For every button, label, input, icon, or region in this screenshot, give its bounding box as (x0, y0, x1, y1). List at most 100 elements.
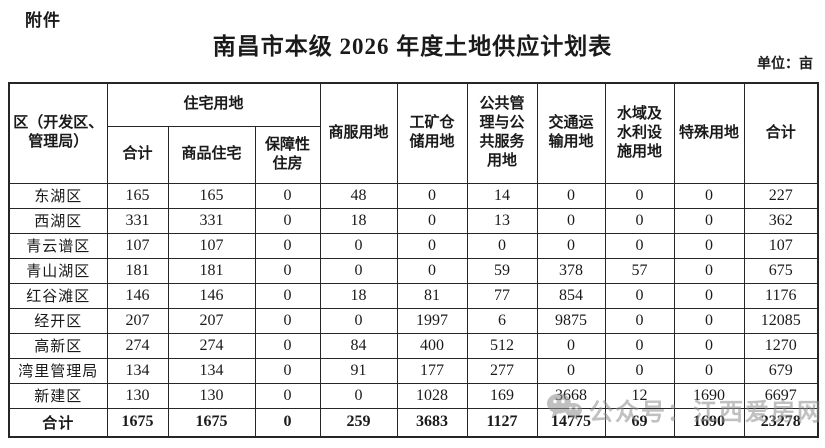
table-row: 红谷滩区 146 146 0 18 81 77 854 0 0 1176 (8, 282, 819, 309)
value-cell: 169 (466, 382, 538, 409)
value-cell: 1690 (673, 382, 745, 409)
value-cell: 181 (106, 257, 169, 284)
value-cell: 0 (673, 332, 745, 359)
value-cell: 0 (254, 207, 321, 234)
value-cell: 0 (673, 357, 745, 384)
value-cell: 0 (319, 382, 398, 409)
region-cell: 新建区 (8, 382, 108, 409)
region-cell: 东湖区 (8, 182, 108, 209)
value-cell: 57 (604, 257, 675, 284)
value-cell: 207 (167, 307, 256, 334)
value-cell: 675 (743, 257, 819, 284)
value-cell: 165 (106, 182, 169, 209)
value-cell: 362 (743, 207, 819, 234)
value-cell: 400 (396, 332, 468, 359)
value-cell: 259 (319, 407, 398, 438)
value-cell: 9875 (536, 307, 606, 334)
value-cell: 0 (396, 257, 468, 284)
value-cell: 130 (106, 382, 169, 409)
table-row: 经开区 207 207 0 0 1997 6 9875 0 0 12085 (8, 307, 819, 334)
value-cell: 331 (167, 207, 256, 234)
value-cell: 227 (743, 182, 819, 209)
value-cell: 84 (319, 332, 398, 359)
header-residential-total: 合计 (106, 125, 169, 184)
value-cell: 14 (466, 182, 538, 209)
value-cell: 91 (319, 357, 398, 384)
value-cell: 0 (254, 307, 321, 334)
value-cell: 14775 (536, 407, 606, 438)
value-cell: 1028 (396, 382, 468, 409)
value-cell: 165 (167, 182, 256, 209)
value-cell: 854 (536, 282, 606, 309)
value-cell: 0 (396, 182, 468, 209)
value-cell: 3683 (396, 407, 468, 438)
value-cell: 134 (106, 357, 169, 384)
header-industrial: 工矿仓 储用地 (396, 82, 468, 184)
value-cell: 1270 (743, 332, 819, 359)
value-cell: 0 (319, 232, 398, 259)
value-cell: 81 (396, 282, 468, 309)
value-cell: 48 (319, 182, 398, 209)
region-cell: 红谷滩区 (8, 282, 108, 309)
value-cell: 181 (167, 257, 256, 284)
value-cell: 0 (673, 207, 745, 234)
value-cell: 0 (254, 382, 321, 409)
value-cell: 0 (536, 182, 606, 209)
value-cell: 18 (319, 282, 398, 309)
header-commercial: 商服用地 (319, 82, 398, 184)
value-cell: 107 (743, 232, 819, 259)
value-cell: 378 (536, 257, 606, 284)
value-cell: 1675 (106, 407, 169, 438)
table-row: 青山湖区 181 181 0 0 0 59 378 57 0 675 (8, 257, 819, 284)
region-cell: 高新区 (8, 332, 108, 359)
value-cell: 0 (604, 207, 675, 234)
value-cell: 107 (106, 232, 169, 259)
value-cell: 12085 (743, 307, 819, 334)
value-cell: 0 (604, 332, 675, 359)
value-cell: 130 (167, 382, 256, 409)
value-cell: 207 (106, 307, 169, 334)
value-cell: 1176 (743, 282, 819, 309)
value-cell: 0 (604, 357, 675, 384)
value-cell: 59 (466, 257, 538, 284)
value-cell: 0 (396, 207, 468, 234)
value-cell: 13 (466, 207, 538, 234)
value-cell: 0 (536, 232, 606, 259)
region-cell: 经开区 (8, 307, 108, 334)
unit-label: 单位：亩 (757, 57, 813, 72)
header-row-1: 区（开发区、 管理局） 住宅用地 商服用地 工矿仓 储用地 公共管 理与公 共服… (8, 82, 819, 184)
value-cell: 679 (743, 357, 819, 384)
value-cell: 69 (604, 407, 675, 438)
header-residential-group: 住宅用地 (106, 82, 321, 127)
value-cell: 0 (254, 232, 321, 259)
value-cell: 0 (604, 232, 675, 259)
value-cell: 0 (673, 182, 745, 209)
value-cell: 177 (396, 357, 468, 384)
value-cell: 146 (106, 282, 169, 309)
region-cell: 合计 (8, 407, 108, 438)
value-cell: 0 (254, 282, 321, 309)
region-cell: 西湖区 (8, 207, 108, 234)
header-transport: 交通运 输用地 (536, 82, 606, 184)
value-cell: 0 (673, 257, 745, 284)
value-cell: 134 (167, 357, 256, 384)
table-header: 区（开发区、 管理局） 住宅用地 商服用地 工矿仓 储用地 公共管 理与公 共服… (8, 82, 819, 184)
header-public-management: 公共管 理与公 共服务 用地 (466, 82, 538, 184)
table-row: 西湖区 331 331 0 18 0 13 0 0 0 362 (8, 207, 819, 234)
header-commodity-housing: 商品住宅 (167, 125, 256, 184)
value-cell: 3668 (536, 382, 606, 409)
table-body: 东湖区 165 165 0 48 0 14 0 0 0 227 西湖区 331 331 0 18 0 13 0 0 0 3… (8, 182, 819, 438)
value-cell: 107 (167, 232, 256, 259)
value-cell: 0 (254, 182, 321, 209)
value-cell: 274 (167, 332, 256, 359)
value-cell: 0 (673, 232, 745, 259)
value-cell: 1997 (396, 307, 468, 334)
table-row: 东湖区 165 165 0 48 0 14 0 0 0 227 (8, 182, 819, 209)
attachment-label: 附件 (25, 11, 61, 30)
table-row: 青云谱区 107 107 0 0 0 0 0 0 0 107 (8, 232, 819, 259)
table-row: 新建区 130 130 0 0 1028 169 3668 12 1690 6697 (8, 382, 819, 409)
value-cell: 0 (673, 282, 745, 309)
value-cell: 6697 (743, 382, 819, 409)
value-cell: 77 (466, 282, 538, 309)
header-water-facilities: 水域及 水利设 施用地 (604, 82, 675, 184)
